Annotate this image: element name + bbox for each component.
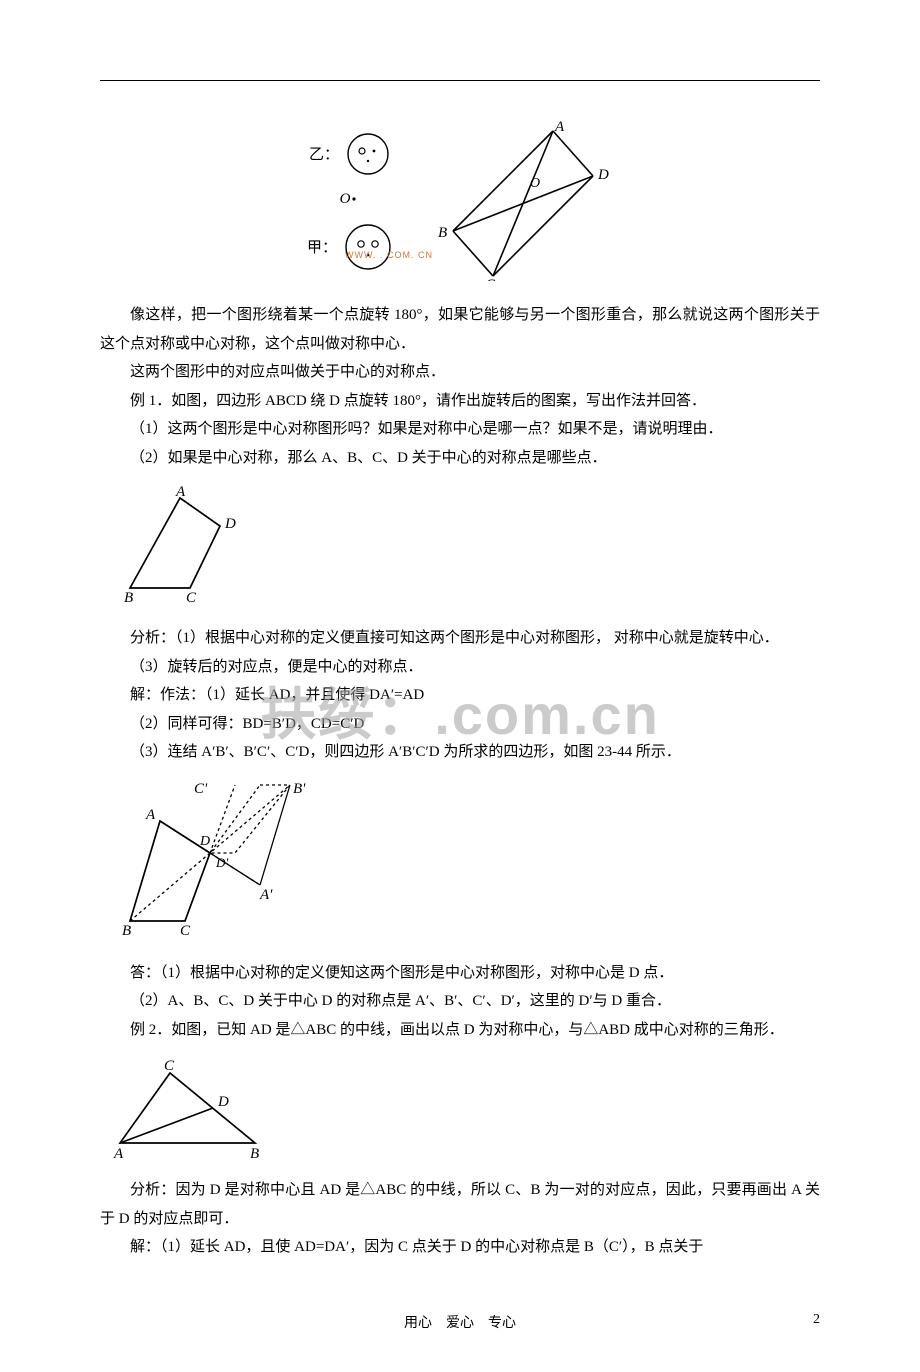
footer-text: 用心 爱心 专心 [404,1316,516,1331]
f4-D: D [217,1094,229,1110]
f3-Ap: A' [259,887,273,903]
f4-C: C [164,1058,175,1074]
label-o: O [340,191,351,208]
figure-1-row: 乙： O 甲： [100,121,820,281]
para-11: 答：（1）根据中心对称的定义便知这两个图形是中心对称图形，对称中心是 D 点． [100,959,820,988]
figure-3: A B C D D' A' B' C' [100,781,820,941]
f2-B: B [124,590,133,606]
f4-B: B [250,1146,259,1158]
f4-A: A [113,1146,124,1158]
dot-o [352,195,360,203]
lbl-D1: D [597,167,609,183]
para-10: （3）连结 A′B′、B′C′、C′D，则四边形 A′B′C′D 为所求的四边形… [100,738,820,767]
para-4: （1）这两个图形是中心对称图形吗？如果是对称中心是哪一点？如果不是，请说明理由． [100,415,820,444]
lbl-C1: C [485,277,496,281]
page-number: 2 [813,1312,820,1328]
lbl-O1: O [530,176,540,191]
label-jia: 甲： [307,236,337,257]
lbl-A1: A [554,121,565,135]
para-2: 这两个图形中的对应点叫做关于中心的对称点． [100,358,820,387]
para-13: 例 2．如图，已知 AD 是△ABC 的中线，画出以点 D 为对称中心，与△AB… [100,1016,820,1045]
figure-1-right-svg: A B C D O [423,121,613,281]
page-footer: 用心 爱心 专心 2 [100,1312,820,1332]
f3-D: D [199,834,210,849]
figure-2-svg: A B C D [100,486,250,606]
figure-4: A B C D [100,1058,820,1158]
para-8: 解：作法：（1）延长 AD，并且使得 DA′=AD [100,681,820,710]
para-5: （2）如果是中心对称，那么 A、B、C、D 关于中心的对称点是哪些点． [100,444,820,473]
para-1: 像这样，把一个图形绕着某一个点旋转 180°，如果它能够与另一个图形重合，那么就… [100,301,820,358]
figure-2: A B C D [100,486,820,606]
f3-B: B [122,923,131,939]
label-yi: 乙： [309,143,339,164]
para-14: 分析：因为 D 是对称中心且 AD 是△ABC 的中线，所以 C、B 为一对的对… [100,1176,820,1233]
para-12: （2）A、B、C、D 关于中心 D 的对称点是 A′、B′、C′、D′，这里的 … [100,987,820,1016]
f3-Dp: D' [215,855,228,870]
figure-3-svg: A B C D D' A' B' C' [100,781,310,941]
small-url-text: WWW. . COM. CN [345,250,433,260]
f3-Cp: C' [194,781,208,797]
figure-4-svg: A B C D [100,1058,280,1158]
para-3: 例 1．如图，四边形 ABCD 绕 D 点旋转 180°，请作出旋转后的图案，写… [100,387,820,416]
para-7: （3）旋转后的对应点，便是中心的对称点． [100,653,820,682]
f3-C: C [180,923,191,939]
header-rule [100,80,820,81]
f2-C: C [186,590,197,606]
para-6: 分析：（1）根据中心对称的定义便直接可知这两个图形是中心对称图形， 对称中心就是… [100,624,820,653]
f2-A: A [175,486,186,500]
f3-Bp: B' [293,781,306,797]
f3-A: A [145,807,156,823]
para-9: （2）同样可得：BD=B′D，CD=C′D [100,710,820,739]
face-top-svg [345,131,391,177]
lbl-B1: B [438,225,447,241]
f2-D: D [224,516,236,532]
para-15: 解：（1）延长 AD，且使 AD=DA′，因为 C 点关于 D 的中心对称点是 … [100,1233,820,1262]
face-bottom-svg [343,222,393,272]
